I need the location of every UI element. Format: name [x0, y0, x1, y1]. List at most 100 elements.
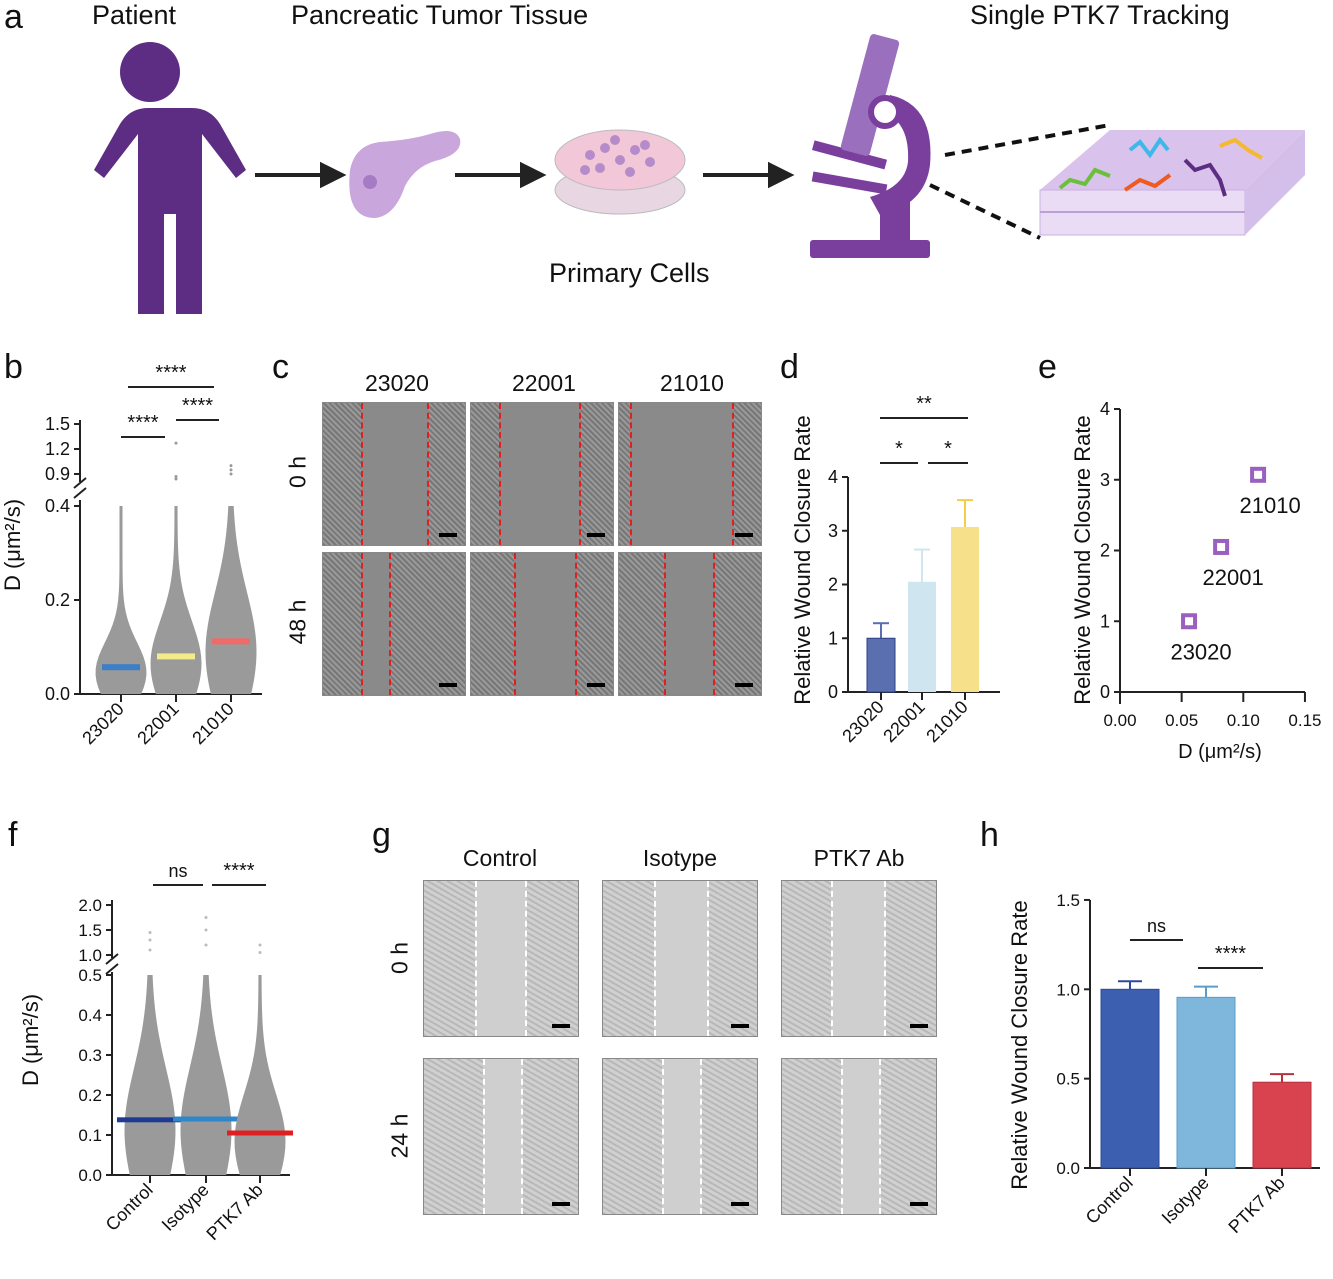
- axis-break-mark: [105, 953, 119, 965]
- significance-label: *: [944, 438, 952, 460]
- axis-break-mark: [105, 963, 119, 975]
- scale-bar: [910, 1024, 928, 1028]
- microscopy-image: [602, 1058, 758, 1215]
- x-tick-label: Control: [102, 1180, 157, 1235]
- microscopy-image: [781, 1058, 937, 1215]
- bar: [866, 637, 896, 693]
- panel-c-letter: c: [272, 348, 289, 386]
- panel-g-column-label: Isotype: [642, 845, 718, 871]
- axis-break-mark: [73, 487, 87, 499]
- median-line: [117, 1117, 183, 1123]
- microscopy-image: [618, 402, 762, 546]
- y-tick-label: 1.2: [45, 439, 70, 459]
- x-tick-label: 0.15: [1288, 711, 1321, 730]
- y-tick-label: 4: [1100, 399, 1110, 419]
- data-point-label: 21010: [1240, 493, 1301, 518]
- panel-g-column-label: Control: [462, 845, 538, 871]
- scale-bar: [552, 1024, 570, 1028]
- outlier-point: [229, 472, 233, 476]
- x-tick-label: 0.10: [1227, 711, 1260, 730]
- y-tick-label: 1.5: [78, 921, 102, 940]
- zoom-lines: [929, 123, 1111, 240]
- panel-c-column-label: 22001: [512, 370, 576, 396]
- panel-h-letter: h: [980, 816, 999, 854]
- microscopy-image: [602, 880, 758, 1037]
- y-tick-label: 3: [1100, 470, 1110, 490]
- y-tick-label: 4: [828, 467, 838, 487]
- outlier-point: [174, 441, 178, 445]
- y-tick-label: 1.0: [78, 946, 102, 965]
- data-distribution: [180, 975, 232, 1175]
- x-tick-label: 0.05: [1165, 711, 1198, 730]
- data-distribution: [234, 975, 286, 1175]
- outlier-point: [148, 931, 152, 934]
- x-tick-label: 22001: [879, 697, 929, 747]
- outlier-point: [148, 938, 152, 942]
- y-tick-label: 1.0: [1056, 980, 1080, 999]
- pancreas-icon: [349, 130, 461, 218]
- scale-bar: [552, 1202, 570, 1206]
- y-tick-label: 0.4: [78, 1006, 102, 1025]
- arrow-icon: [255, 161, 795, 189]
- y-tick-label: 3: [828, 521, 838, 541]
- x-tick-label: Control: [1082, 1173, 1137, 1228]
- y-tick-label: 0.2: [45, 590, 70, 610]
- scale-bar: [735, 533, 753, 537]
- y-tick-label: 2.0: [78, 896, 102, 915]
- y-tick-label: 0.4: [45, 496, 70, 516]
- outlier-point: [258, 943, 262, 947]
- median-line: [173, 1116, 239, 1122]
- x-tick-label: 22001: [133, 699, 183, 749]
- outlier-point: [204, 943, 208, 947]
- outlier-point: [148, 948, 152, 952]
- bar: [908, 581, 936, 692]
- significance-label: ns: [168, 861, 187, 881]
- bar: [1100, 988, 1160, 1169]
- outlier-point: [258, 951, 262, 954]
- outlier-point: [229, 468, 233, 472]
- bar: [1252, 1081, 1312, 1169]
- scale-bar: [735, 683, 753, 687]
- y-tick-label: 1: [1100, 611, 1110, 631]
- y-tick-label: 0.2: [78, 1086, 102, 1105]
- panel-a-illustration: [94, 34, 1305, 314]
- tracking-label: Single PTK7 Tracking: [970, 0, 1230, 30]
- significance-label: ns: [1147, 916, 1166, 936]
- outlier-point: [174, 477, 178, 481]
- x-tick-label: 23020: [78, 699, 128, 749]
- microscopy-image: [423, 880, 579, 1037]
- membrane-trajectories-icon: [1039, 130, 1305, 236]
- scale-bar: [731, 1202, 749, 1206]
- significance-label: ****: [182, 395, 213, 417]
- tissue-label: Pancreatic Tumor Tissue: [291, 0, 589, 30]
- data-point-label: 23020: [1170, 639, 1231, 664]
- panel-b-letter: b: [4, 348, 23, 386]
- data-point-label: 22001: [1203, 565, 1264, 590]
- median-line: [212, 638, 250, 645]
- scale-bar: [587, 533, 605, 537]
- x-tick-label: 21010: [188, 699, 238, 749]
- data-distribution: [205, 506, 257, 694]
- microscopy-image: [470, 552, 614, 696]
- bar: [951, 526, 979, 692]
- significance-label: ****: [1215, 943, 1246, 965]
- panel-c-column-label: 23020: [365, 370, 429, 396]
- patient-label: Patient: [92, 0, 177, 30]
- y-axis-label: Relative Wound Closure Rate: [1007, 900, 1032, 1189]
- scale-bar: [731, 1024, 749, 1028]
- y-tick-label: 0.0: [78, 1166, 102, 1185]
- data-point: [1213, 538, 1230, 555]
- outlier-point: [204, 928, 208, 932]
- y-tick-label: 0.1: [78, 1126, 102, 1145]
- y-tick-label: 1.5: [45, 414, 70, 434]
- y-axis-label: D (μm²/s): [0, 499, 25, 591]
- microscopy-image: [470, 402, 614, 546]
- significance-label: *: [895, 438, 903, 460]
- significance-label: ****: [223, 860, 254, 882]
- x-tick-label: PTK7 Ab: [202, 1180, 266, 1244]
- x-tick-label: PTK7 Ab: [1224, 1173, 1288, 1237]
- panel-a-letter: a: [4, 0, 23, 36]
- y-axis-label: D (μm²/s): [18, 994, 43, 1086]
- significance-label: **: [916, 393, 932, 415]
